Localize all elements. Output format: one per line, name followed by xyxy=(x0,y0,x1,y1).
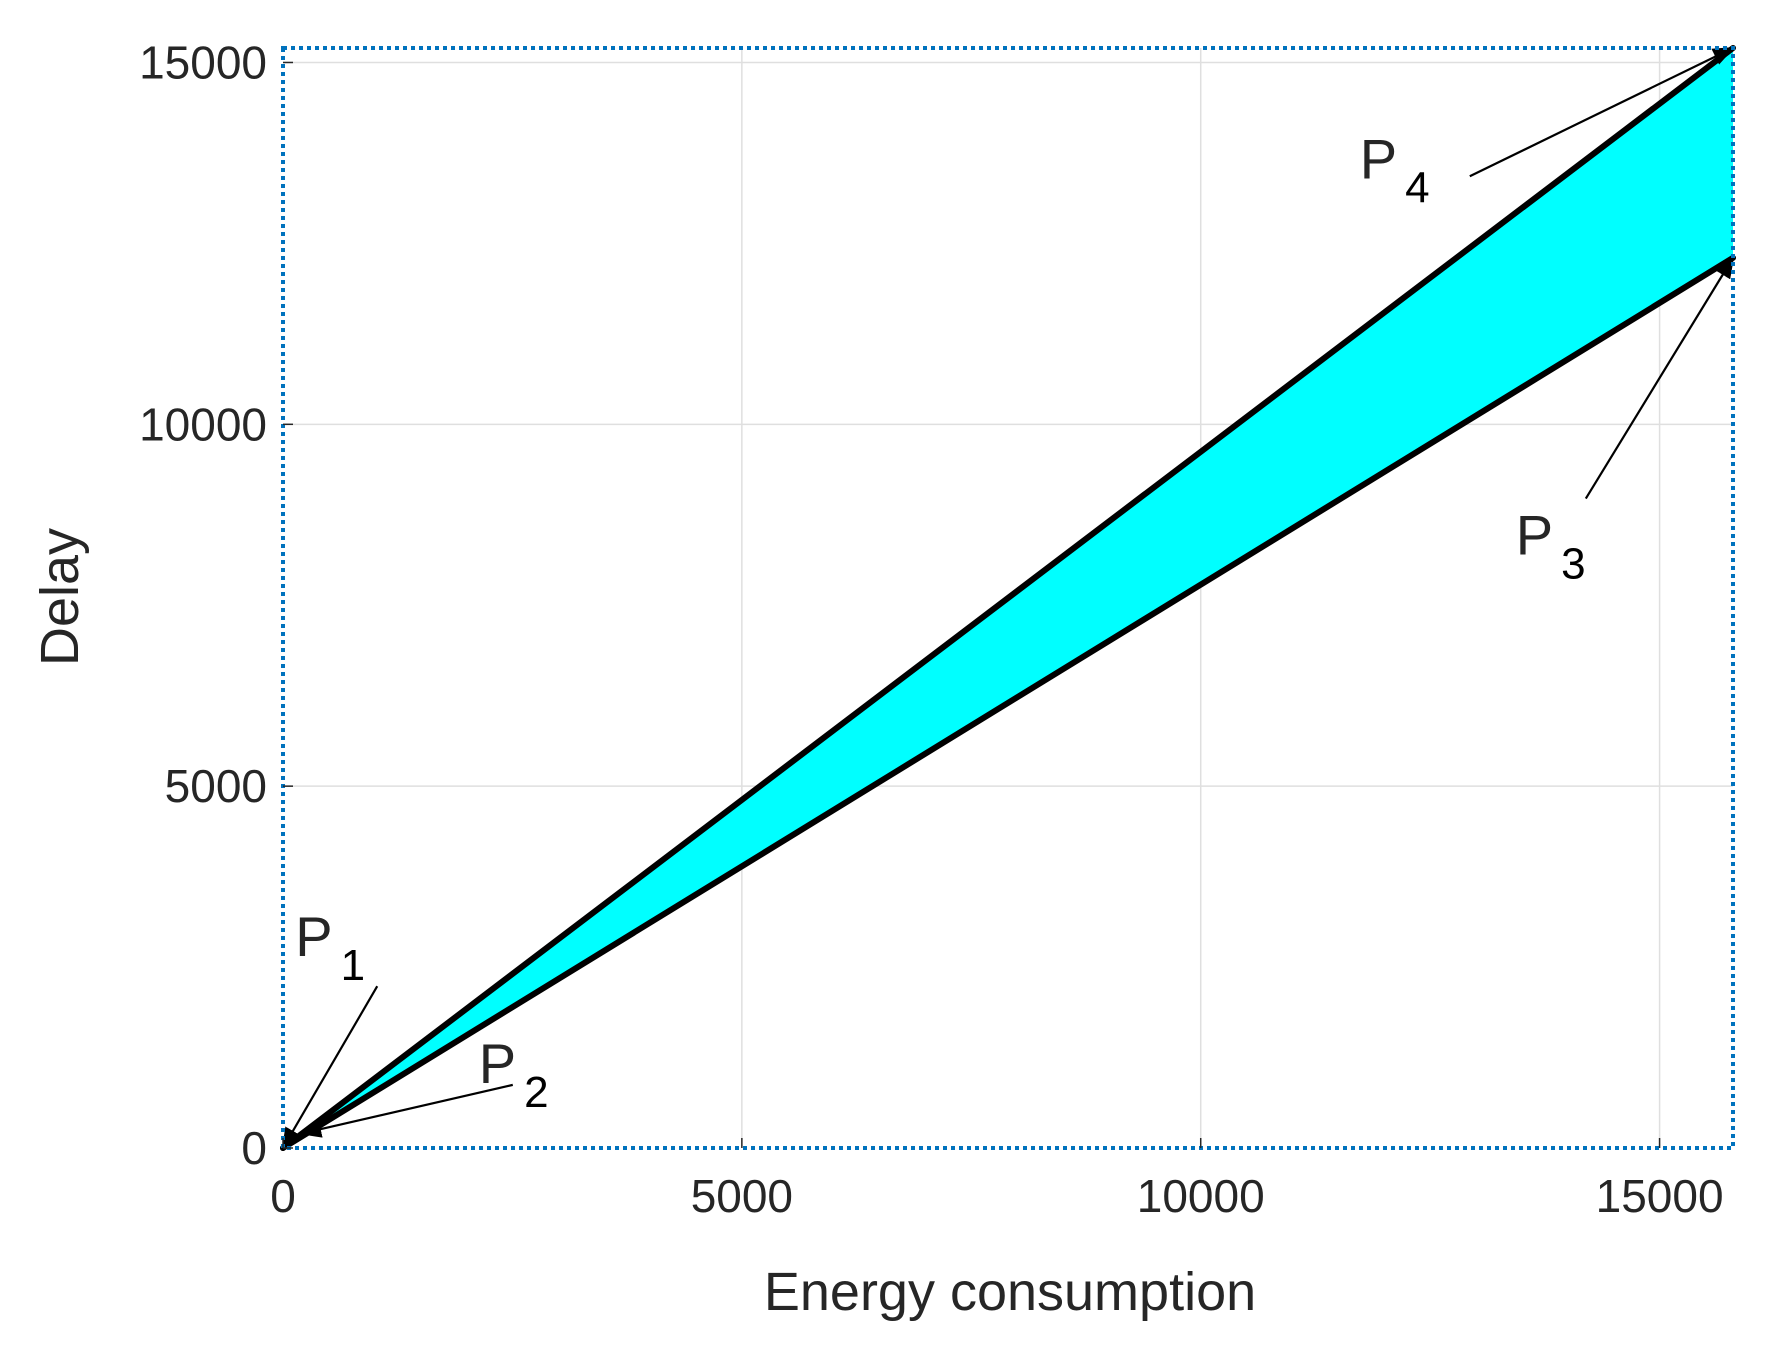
annotation-arrow-2 xyxy=(299,1083,514,1138)
x-tick-label: 10000 xyxy=(1137,1170,1265,1222)
tick-labels: 0 5000 10000 15000 0 5000 10000 15000 xyxy=(139,36,1723,1222)
y-tick-label: 0 xyxy=(241,1122,267,1174)
annotation-arrow-3 xyxy=(1584,255,1735,500)
y-axis-label: Delay xyxy=(30,528,90,666)
series-line-1 xyxy=(280,45,1736,1151)
x-tick-label: 0 xyxy=(270,1170,296,1222)
annotations: P 1 P 2 P 3 P 4 xyxy=(281,47,1735,1150)
boundary-lines xyxy=(280,45,1736,1151)
annotation-arrow-1 xyxy=(281,985,379,1150)
plot-frame xyxy=(281,46,1735,1150)
y-tick-label: 5000 xyxy=(165,760,267,812)
x-tick-label: 15000 xyxy=(1596,1170,1724,1222)
x-axis-label: Energy consumption xyxy=(764,1262,1256,1322)
y-tick-label: 15000 xyxy=(139,36,267,88)
plot-border xyxy=(281,46,1735,1150)
y-tick-label: 10000 xyxy=(139,398,267,450)
annotation-arrow-4 xyxy=(1469,47,1735,178)
x-tick-label: 5000 xyxy=(691,1170,793,1222)
series-line-2 xyxy=(280,254,1736,1151)
